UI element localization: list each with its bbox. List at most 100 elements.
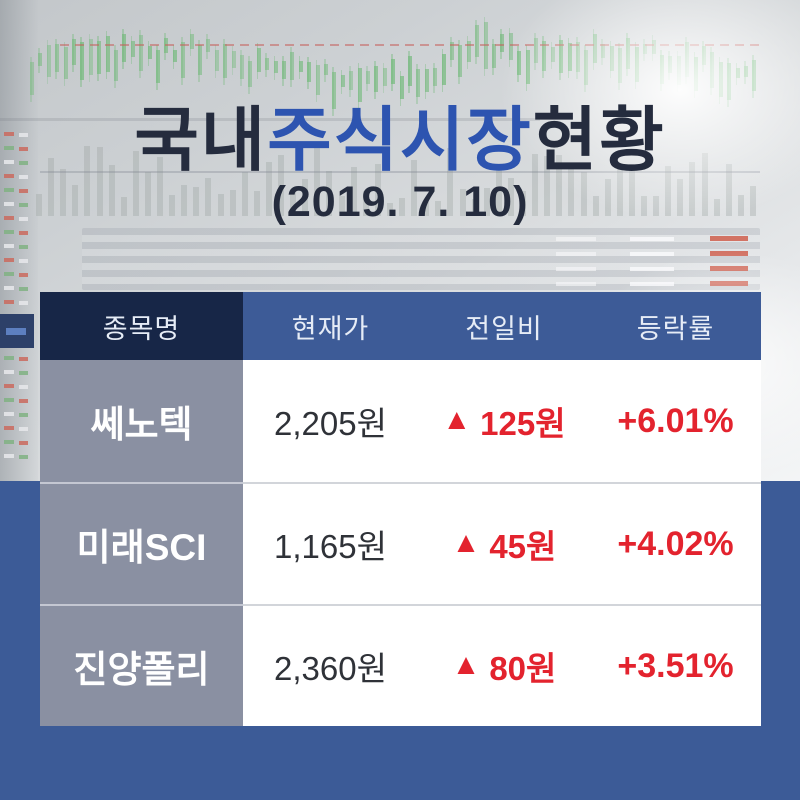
- candle-body: [38, 52, 43, 66]
- candle-body: [206, 38, 211, 52]
- candle-wick: [265, 53, 267, 77]
- candle-wick: [735, 62, 738, 86]
- candle-wick: [63, 42, 66, 86]
- candle-wick: [72, 34, 74, 72]
- quote-grid-decor: [82, 228, 760, 290]
- ticker-dash: [19, 427, 28, 431]
- table-body: 쎄노텍 2,205원 ▲ 125원 +6.01% 미래SCI 1,165원 ▲ 45…: [40, 360, 761, 726]
- candle-body: [290, 52, 295, 80]
- candle-body: [576, 41, 580, 72]
- quote-dash: [556, 282, 596, 286]
- candle-body: [88, 39, 93, 75]
- candle-wick: [80, 37, 82, 87]
- ticker-dash: [19, 287, 28, 291]
- candle-wick: [492, 38, 494, 75]
- table-row: 미래SCI 1,165원 ▲ 45원 +4.02%: [40, 482, 761, 604]
- candle-body: [643, 44, 648, 55]
- header-cell-change-rate: 등락률: [590, 292, 761, 360]
- ticker-dash: [4, 244, 14, 248]
- title-highlight: 주식시장: [267, 101, 533, 179]
- ticker-dash: [4, 272, 14, 276]
- candle-body: [189, 33, 194, 50]
- candle-body: [198, 44, 202, 76]
- candle-wick: [105, 30, 108, 80]
- candle-wick: [46, 40, 49, 85]
- candle-wick: [240, 49, 242, 87]
- candle-body: [450, 41, 454, 60]
- candle-body: [475, 24, 480, 57]
- candle-wick: [634, 41, 637, 89]
- current-price-cell: 2,360원: [243, 604, 418, 726]
- candle-wick: [256, 43, 259, 79]
- page-title: 국내주식시장현황: [0, 84, 800, 185]
- candle-wick: [643, 39, 645, 62]
- ticker-dash: [19, 413, 28, 417]
- candle-body: [508, 33, 513, 61]
- candle-body: [122, 33, 127, 62]
- ticker-dash: [19, 385, 28, 389]
- table-row: 진양폴리 2,360원 ▲ 80원 +3.51%: [40, 604, 761, 726]
- candle-wick: [458, 39, 460, 84]
- header-cell-day-change: 전일비: [418, 292, 590, 360]
- candle-wick: [223, 39, 225, 85]
- candle-wick: [542, 36, 544, 79]
- quote-dash-negative: [710, 251, 748, 256]
- day-change-cell: ▲ 45원: [418, 482, 590, 604]
- candle-body: [626, 38, 631, 69]
- candle-wick: [164, 33, 166, 61]
- quote-dash: [556, 252, 596, 256]
- candle-wick: [475, 19, 477, 64]
- candle-wick: [702, 40, 704, 72]
- ticker-dash: [4, 426, 14, 430]
- candle-wick: [122, 28, 124, 69]
- candle-wick: [231, 46, 234, 75]
- ticker-dash: [19, 315, 28, 319]
- up-triangle-icon: ▲: [451, 527, 481, 560]
- candle-body: [651, 40, 656, 55]
- quote-dash: [630, 252, 674, 256]
- candle-body: [55, 44, 60, 72]
- candle-body: [634, 46, 639, 82]
- candle-body: [139, 34, 144, 71]
- candle-wick: [189, 28, 192, 57]
- candle-body: [735, 67, 740, 79]
- candle-body: [214, 49, 219, 71]
- stock-name-cell: 미래SCI: [40, 482, 243, 604]
- quote-dash: [630, 282, 674, 286]
- candle-body: [46, 45, 51, 78]
- candle-wick: [290, 47, 292, 87]
- candle-body: [441, 54, 446, 86]
- ticker-dash: [4, 370, 14, 374]
- candle-body: [282, 61, 286, 80]
- candle-body: [156, 50, 160, 84]
- candle-wick: [214, 44, 217, 78]
- ticker-dash: [4, 440, 14, 444]
- day-change-value: 125원: [480, 405, 566, 442]
- ticker-dash: [19, 329, 28, 333]
- candle-body: [567, 43, 572, 72]
- candle-body: [492, 43, 496, 68]
- candle-body: [525, 49, 530, 85]
- report-date: (2019. 7. 10): [271, 178, 529, 226]
- candle-body: [172, 50, 177, 63]
- candle-body: [105, 35, 110, 73]
- ticker-dash: [4, 356, 14, 360]
- candle-body: [710, 51, 715, 88]
- ticker-dash: [19, 273, 28, 277]
- candle-wick: [38, 47, 40, 73]
- stock-name-cell: 진양폴리: [40, 604, 243, 726]
- candle-wick: [466, 36, 469, 70]
- candle-wick: [97, 35, 99, 81]
- ticker-dash: [4, 384, 14, 388]
- ticker-dash: [19, 357, 28, 361]
- header-cell-current-price: 현재가: [243, 292, 418, 360]
- header-cell-stock-name: 종목명: [40, 292, 243, 360]
- candle-body: [676, 55, 681, 86]
- candle-body: [130, 41, 135, 57]
- candle-body: [265, 58, 270, 70]
- candle-body: [609, 46, 614, 71]
- candle-body: [231, 51, 236, 68]
- candle-wick: [508, 28, 511, 68]
- candle-wick: [500, 28, 502, 60]
